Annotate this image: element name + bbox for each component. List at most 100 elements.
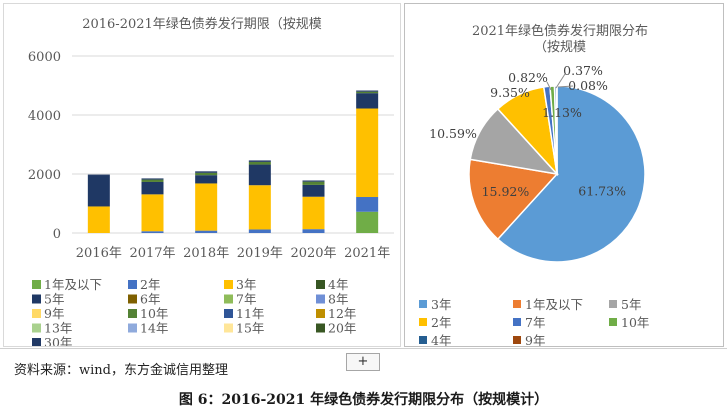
pie-data-label: 1.13% — [542, 105, 582, 120]
pie-chart: 2021年绿色债券发行期限分布（按规模 61.73% 15.92% 10.59% 9.3… — [419, 23, 649, 348]
legend-swatch — [609, 318, 617, 326]
legend-swatch — [513, 336, 521, 344]
legend-swatch — [316, 280, 325, 289]
legend-label: 4年 — [328, 277, 348, 292]
pie-slice — [468, 158, 559, 241]
legend-swatch — [128, 294, 137, 304]
y-tick-label: 4000 — [28, 109, 61, 124]
legend-swatch — [316, 309, 325, 318]
bar-segment — [248, 164, 271, 186]
x-tick-label: 2017年 — [129, 246, 175, 261]
bar-segment — [356, 91, 379, 94]
legend-label: 4年 — [431, 333, 451, 346]
bar-segment — [141, 231, 164, 233]
legend-swatch — [32, 309, 41, 318]
pie-chart-panel: 2021年绿色债券发行期限分布 （按规模 61.73% 15.92% 10.59% 9.3… — [404, 3, 724, 348]
bar-segment — [195, 230, 218, 233]
pie-data-label: 10.59% — [429, 126, 477, 141]
legend-swatch — [224, 323, 233, 333]
expand-button[interactable]: + — [346, 353, 380, 371]
bar-segment — [141, 194, 164, 232]
legend-label: 7年 — [525, 315, 545, 330]
bar-segment — [248, 161, 271, 165]
pie-data-label: 0.37% — [563, 63, 603, 78]
bar-segment — [141, 178, 164, 180]
bar-segment — [248, 229, 271, 233]
legend-label: 2年 — [431, 315, 451, 330]
leader-line — [557, 85, 574, 88]
legend-swatch — [128, 309, 137, 318]
legend-label: 9年 — [44, 306, 64, 321]
legend-swatch — [224, 294, 233, 304]
legend-swatch — [32, 294, 41, 304]
legend-swatch — [609, 300, 617, 308]
legend-label: 13年 — [44, 321, 72, 336]
bar-segment — [87, 175, 110, 207]
legend-label: 6年 — [140, 292, 160, 307]
pie-data-label: 0.08% — [568, 78, 608, 93]
pie-chart-title: （按规模 — [534, 40, 586, 55]
legend-label: 5年 — [44, 292, 64, 307]
legend-label: 3年 — [236, 277, 256, 292]
bar-segment — [195, 171, 218, 173]
legend-swatch — [419, 336, 427, 344]
leader-line — [555, 73, 566, 89]
legend-swatch — [32, 323, 41, 333]
legend-label: 5年 — [621, 297, 641, 312]
bar-segment — [356, 211, 379, 233]
legend-swatch — [224, 280, 233, 289]
bar-segment — [302, 229, 325, 233]
source-note: 资料来源：wind，东方金诚信用整理 — [14, 363, 228, 378]
legend-label: 3年 — [431, 297, 451, 312]
legend-label: 8年 — [328, 292, 348, 307]
pie-slice — [496, 85, 646, 263]
legend-swatch — [419, 318, 427, 326]
bar-segment — [195, 172, 218, 176]
legend-swatch — [316, 323, 325, 333]
legend-label: 1年及以下 — [44, 277, 102, 292]
bar-segment — [195, 175, 218, 184]
legend-swatch — [32, 338, 41, 347]
pie-data-label: 15.92% — [482, 184, 530, 199]
legend-label: 11年 — [236, 306, 264, 321]
legend-label: 1年及以下 — [525, 297, 583, 312]
legend-label: 20年 — [328, 321, 356, 336]
bar-chart-panel: 2016-2021年绿色债券发行期限（按规模 0 2000 4000 6000 2016年… — [3, 3, 401, 350]
bar-segment — [87, 206, 110, 233]
bar-segment — [195, 183, 218, 231]
legend-label: 12年 — [328, 306, 356, 321]
legend-swatch — [513, 300, 521, 308]
x-tick-label: 2021年 — [344, 246, 390, 261]
legend-swatch — [224, 309, 233, 318]
figure-caption: 图 6：2016-2021 年绿色债券发行期限分布（按规模计） — [178, 392, 549, 408]
bar-segment — [302, 181, 325, 185]
x-tick-label: 2018年 — [183, 246, 229, 261]
legend-swatch — [419, 300, 427, 308]
legend-label: 30年 — [44, 335, 72, 346]
bar-segment — [356, 90, 379, 92]
legend-label: 2年 — [140, 277, 160, 292]
legend-swatch — [32, 280, 41, 289]
pie-data-label: 9.35% — [490, 85, 530, 100]
legend-label: 15年 — [236, 321, 264, 336]
pie-data-label: 0.82% — [508, 70, 548, 85]
bar-chart-title: 2016-2021年绿色债券发行期限（按规模 — [82, 16, 322, 32]
bar-segment — [356, 197, 379, 212]
x-tick-label: 2020年 — [290, 246, 336, 261]
bar-segment — [248, 160, 271, 162]
bar-segment — [141, 181, 164, 195]
legend-label: 14年 — [140, 321, 168, 336]
legend-label: 9年 — [525, 333, 545, 346]
legend-swatch — [128, 323, 137, 333]
pie-chart-title: 2021年绿色债券发行期限分布 — [472, 23, 648, 39]
bar-segment — [356, 93, 379, 109]
legend-label: 10年 — [621, 315, 649, 330]
bar-segment — [87, 174, 110, 176]
legend-label: 10年 — [140, 306, 168, 321]
y-tick-label: 6000 — [28, 50, 61, 65]
legend-label: 7年 — [236, 292, 256, 307]
bar-segment — [302, 180, 325, 182]
frame-divider — [0, 348, 727, 349]
pie-data-label: 61.73% — [578, 183, 626, 198]
leader-line — [546, 81, 552, 91]
